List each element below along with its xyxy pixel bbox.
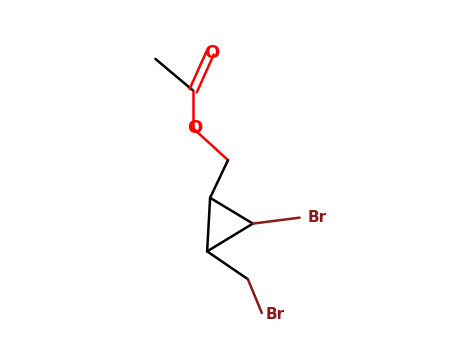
- Text: O: O: [204, 44, 220, 62]
- Text: Br: Br: [308, 210, 327, 225]
- Text: O: O: [187, 119, 203, 137]
- Text: Br: Br: [266, 307, 285, 322]
